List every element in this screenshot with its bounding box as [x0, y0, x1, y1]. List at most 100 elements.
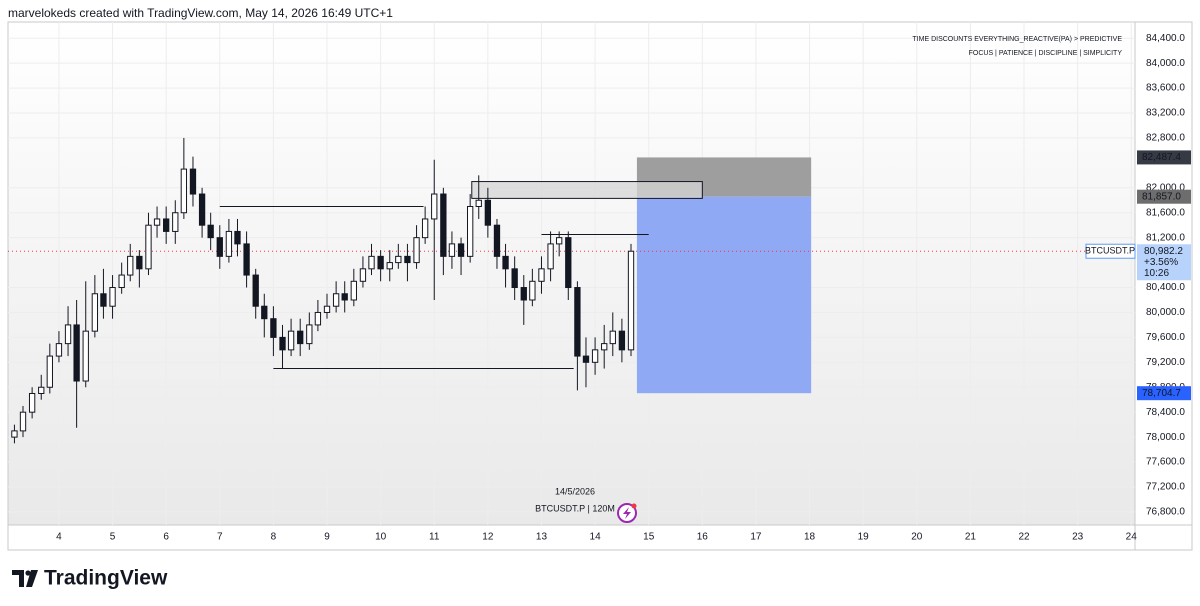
x-tick-label: 14 [590, 532, 602, 543]
candle-body [386, 262, 393, 270]
candle-body [529, 280, 536, 301]
candle-body [46, 355, 53, 388]
candle-body [216, 237, 223, 257]
x-tick-label: 9 [324, 532, 330, 543]
candle-body [502, 255, 509, 270]
y-tick-label: 84,400.0 [1146, 33, 1185, 44]
candle-body [198, 193, 206, 226]
candle-body [627, 250, 635, 351]
alert-dot [631, 503, 637, 509]
candle-body [172, 212, 179, 232]
candle-body [82, 330, 89, 382]
header: marvelokeds created with TradingView.com… [8, 6, 393, 20]
candle-body [431, 193, 438, 220]
candle-body [28, 392, 36, 413]
plot [8, 22, 1135, 525]
x-tick-label: 17 [750, 532, 762, 543]
candle-body [118, 274, 125, 289]
candle-body [136, 255, 143, 270]
candle-body [11, 430, 18, 438]
candle-body [279, 336, 286, 351]
y-tick-label: 80,000.0 [1146, 307, 1185, 318]
x-tick-label: 16 [697, 532, 709, 543]
price-label: 82,487.4 [1142, 152, 1181, 163]
brand: TradingView [44, 567, 168, 590]
frame [7, 21, 1193, 551]
candle-body [467, 205, 474, 257]
y-tick-label: 82,800.0 [1146, 133, 1185, 144]
y-tick-label: 77,200.0 [1146, 482, 1185, 493]
candle-body [368, 255, 375, 270]
candle-body [574, 287, 581, 357]
candle-body [145, 224, 152, 270]
candle-body [457, 243, 465, 257]
candle-body [189, 168, 197, 195]
countdown: 10:26 [1144, 268, 1169, 279]
candle-body [297, 330, 304, 345]
candle-body [19, 411, 27, 432]
candle-body [207, 224, 214, 239]
note: FOCUS | PATIENCE | DISCIPLINE | SIMPLICI… [969, 50, 1123, 57]
candle-body [618, 330, 626, 351]
candle-body [91, 293, 99, 332]
candle-body [421, 218, 429, 239]
x-tick-label: 8 [271, 532, 277, 543]
x-tick-label: 21 [965, 532, 977, 543]
candle-body [252, 274, 259, 307]
candle-body [440, 193, 447, 257]
candle-body [404, 255, 411, 264]
x-tick-label: 13 [536, 532, 548, 543]
candle-body [538, 268, 545, 282]
candle-body [287, 330, 295, 351]
y-tick-label: 83,200.0 [1146, 108, 1185, 119]
candle-body [511, 268, 518, 289]
y-tick-label: 78,000.0 [1146, 432, 1185, 443]
x-tick-label: 12 [482, 532, 494, 543]
target-zone [636, 196, 812, 394]
price-label: 78,704.7 [1142, 388, 1181, 399]
candle-body [261, 305, 268, 320]
brand-logo [12, 570, 38, 587]
candle-body [350, 280, 357, 301]
candle-body [520, 287, 527, 301]
candle-body [547, 243, 554, 270]
symbol-label: BTCUSDT.P [1085, 246, 1135, 256]
y-tick-label: 81,200.0 [1146, 232, 1185, 243]
y-tick-label: 79,200.0 [1146, 357, 1185, 368]
x-tick-label: 20 [911, 532, 923, 543]
y-tick-label: 80,400.0 [1146, 282, 1185, 293]
candle-body [314, 311, 322, 326]
candle-body [475, 199, 482, 207]
candle-body [127, 255, 134, 276]
y-tick-label: 84,000.0 [1146, 58, 1185, 69]
x-tick-label: 10 [375, 532, 387, 543]
plot-background [8, 22, 1135, 525]
candle-body [270, 318, 277, 338]
price-label-bg [1137, 189, 1191, 204]
candle-body [55, 343, 63, 357]
date-label: 14/5/2026 [555, 486, 595, 496]
x-tick-label: 19 [858, 532, 870, 543]
candle-body [413, 237, 420, 264]
candle-body [493, 224, 501, 257]
candle-body [153, 218, 161, 226]
zone [471, 181, 703, 199]
candle-body [359, 268, 367, 282]
y-tick-label: 79,600.0 [1146, 332, 1185, 343]
candle-body [395, 255, 402, 264]
note: TIME DISCOUNTS EVERYTHING_REACTIVE(PA) >… [912, 36, 1122, 43]
candle-body [377, 255, 384, 270]
y-tick-label: 81,600.0 [1146, 207, 1185, 218]
x-tick-label: 18 [804, 532, 816, 543]
y-tick-label: 82,000.0 [1146, 182, 1185, 193]
x-tick-label: 7 [217, 532, 223, 543]
last-price: 80,982.2 [1144, 246, 1183, 257]
candle-body [243, 243, 250, 276]
candle-body [556, 237, 563, 245]
symbol-info: BTCUSDT.P | 120M [535, 503, 615, 513]
price-label-bg [1137, 150, 1191, 165]
symbol-label-bg [1085, 243, 1136, 259]
candle-body [448, 243, 456, 257]
